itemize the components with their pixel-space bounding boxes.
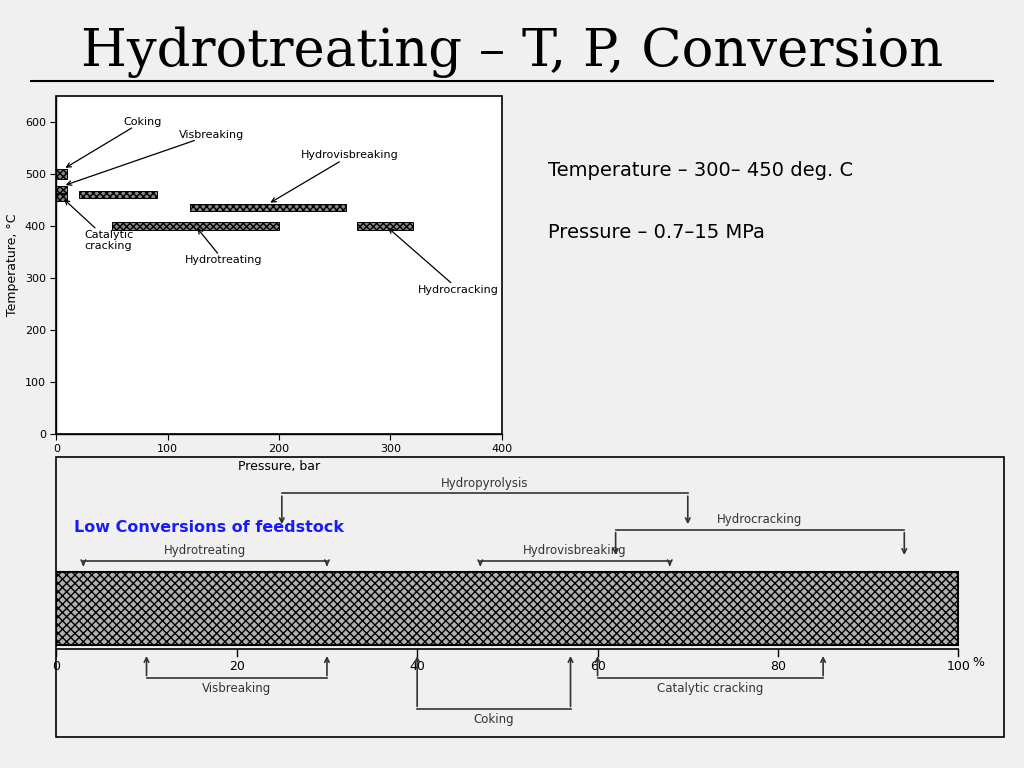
Text: Hydrovisbreaking: Hydrovisbreaking [271, 151, 399, 202]
Text: Catalytic cracking: Catalytic cracking [657, 682, 764, 695]
Text: 40: 40 [410, 660, 425, 674]
Text: Hydrotreating – T, P, Conversion: Hydrotreating – T, P, Conversion [81, 27, 943, 78]
Text: Hydrovisbreaking: Hydrovisbreaking [523, 545, 627, 558]
Bar [56, 169, 68, 179]
Bar [112, 222, 279, 230]
Text: Low Conversions of feedstock: Low Conversions of feedstock [75, 521, 344, 535]
Text: Catalytic
cracking: Catalytic cracking [65, 200, 133, 251]
Bar [79, 191, 157, 198]
Text: 80: 80 [770, 660, 786, 674]
Bar [190, 204, 346, 211]
Y-axis label: Temperature, °C: Temperature, °C [6, 214, 19, 316]
Text: Hydrocracking: Hydrocracking [717, 514, 803, 527]
Text: Pressure – 0.7–15 MPa: Pressure – 0.7–15 MPa [548, 223, 765, 242]
Bar [56, 572, 958, 645]
Text: Hydrotreating: Hydrotreating [184, 229, 262, 266]
Bar [56, 186, 68, 194]
Text: 0: 0 [52, 660, 60, 674]
Text: Visbreaking: Visbreaking [67, 130, 244, 185]
Text: Hydrotreating: Hydrotreating [164, 545, 247, 558]
Text: %: % [972, 656, 984, 669]
Text: Hydrocracking: Hydrocracking [389, 229, 499, 294]
Bar [357, 222, 413, 230]
Text: 100: 100 [946, 660, 971, 674]
Text: Coking: Coking [473, 713, 514, 726]
Text: 60: 60 [590, 660, 605, 674]
Bar [56, 194, 68, 201]
Text: 20: 20 [228, 660, 245, 674]
Text: Temperature – 300– 450 deg. C: Temperature – 300– 450 deg. C [548, 161, 853, 180]
Text: Hydropyrolysis: Hydropyrolysis [441, 477, 528, 490]
Text: Coking: Coking [67, 117, 162, 167]
X-axis label: Pressure, bar: Pressure, bar [238, 460, 321, 473]
Text: Visbreaking: Visbreaking [202, 682, 271, 695]
